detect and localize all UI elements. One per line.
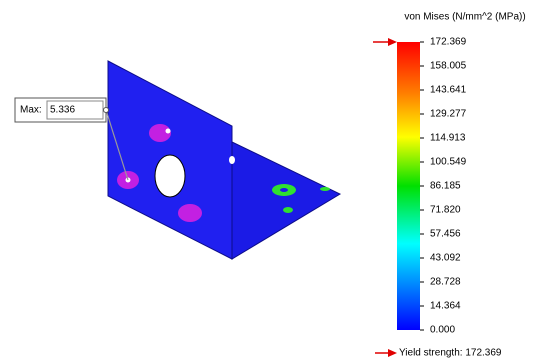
legend-label: 86.185	[430, 181, 461, 192]
base-plate	[232, 142, 340, 259]
hole	[155, 155, 185, 197]
color-bar	[397, 42, 420, 330]
yield-text: Yield strength: 172.369	[399, 348, 502, 359]
legend-label: 143.641	[430, 85, 467, 96]
legend-label: 114.913	[430, 133, 466, 144]
legend-labels: 172.369 158.005 143.641 129.277 114.913 100.5…	[420, 37, 467, 336]
legend-label: 0.000	[430, 325, 455, 336]
legend-label: 43.092	[430, 253, 461, 264]
legend-label: 129.277	[430, 109, 467, 120]
legend-label: 71.820	[430, 205, 461, 216]
probe-label: Max:	[20, 105, 42, 116]
legend-label: 14.364	[430, 301, 461, 312]
model	[108, 61, 340, 259]
legend-label: 172.369	[430, 37, 467, 48]
stress-plot-view: Max: 5.336 von Mises (N/mm^2 (MPa)) Yiel…	[0, 0, 533, 363]
max-arrow-head	[388, 38, 397, 46]
yield-arrow-head	[388, 349, 397, 357]
legend-title: von Mises (N/mm^2 (MPa))	[404, 12, 525, 23]
legend-label: 28.728	[430, 277, 461, 288]
hole	[229, 156, 235, 164]
legend-label: 100.549	[430, 157, 467, 168]
probe-value: 5.336	[50, 105, 75, 116]
legend-label: 57.456	[430, 229, 461, 240]
legend-label: 158.005	[430, 61, 467, 72]
